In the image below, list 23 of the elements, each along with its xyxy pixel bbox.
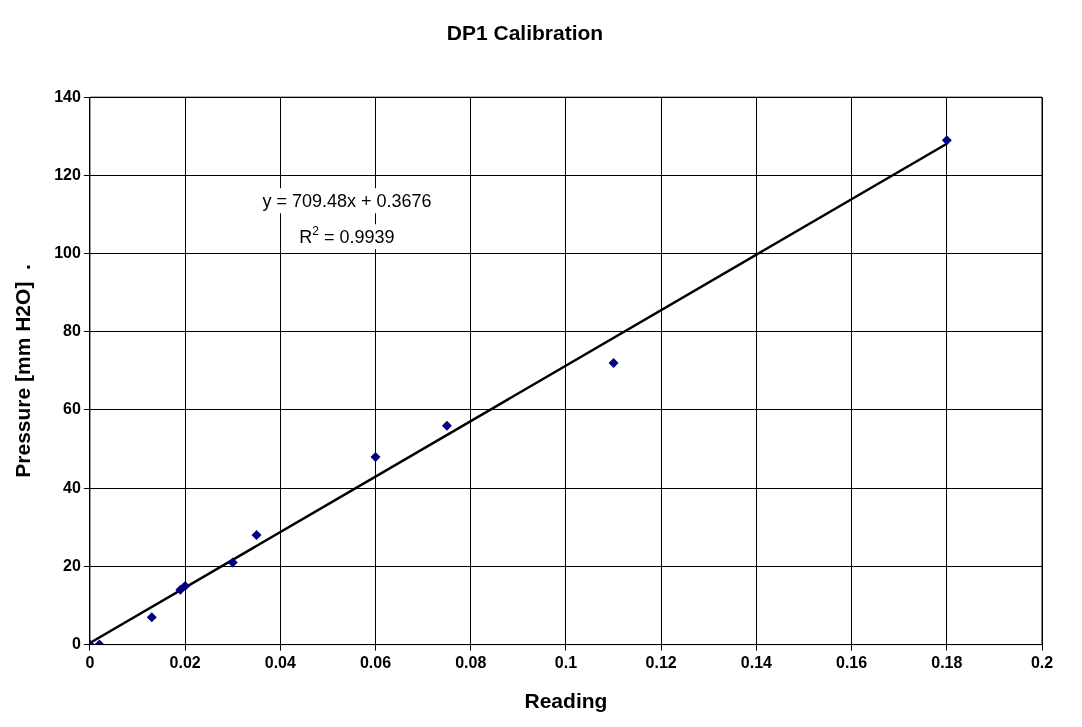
x-tick-label: 0.06 <box>359 653 392 671</box>
x-tick-label: 0.18 <box>931 653 963 671</box>
x-axis-title: Reading <box>524 689 608 713</box>
chart-title: DP1 Calibration <box>446 21 604 45</box>
x-tick-label: 0.04 <box>264 653 296 671</box>
y-tick-label: 0 <box>71 635 81 653</box>
y-tick-label: 140 <box>54 87 81 105</box>
x-tick-label: 0.2 <box>1030 653 1054 671</box>
x-tick-label: 0.14 <box>740 653 773 671</box>
x-tick-label: 0.12 <box>645 653 677 671</box>
y-tick-label: 60 <box>63 400 81 418</box>
x-tick-label: 0.16 <box>836 653 868 671</box>
x-tick-label: 0.02 <box>169 653 201 671</box>
y-tick-label: 100 <box>54 244 81 262</box>
x-tick-label: 0.08 <box>455 653 487 671</box>
x-tick-label: 0 <box>85 653 95 671</box>
annotation: y = 709.48x + 0.3676 <box>262 191 432 212</box>
x-tick-label: 0.1 <box>554 653 578 671</box>
y-tick-label: 40 <box>63 478 81 496</box>
y-tick-label: 20 <box>63 556 81 574</box>
y-tick-label: 80 <box>63 322 81 340</box>
y-tick-label: 120 <box>54 165 81 183</box>
y-axis-title: Pressure [mm H2O] . <box>11 264 35 478</box>
